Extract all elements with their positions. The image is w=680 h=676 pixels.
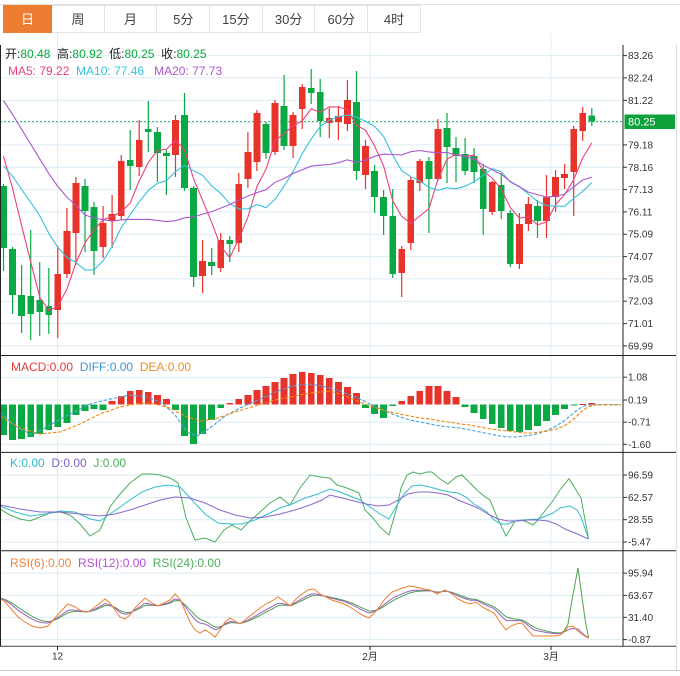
svg-text:79.18: 79.18 (628, 140, 653, 151)
svg-text:-5.47: -5.47 (628, 538, 651, 549)
svg-text:73.05: 73.05 (628, 274, 653, 285)
svg-text:80.25: 80.25 (628, 116, 656, 128)
svg-text:74.07: 74.07 (628, 252, 653, 263)
svg-text:28.55: 28.55 (628, 515, 653, 526)
svg-text:31.40: 31.40 (628, 613, 653, 624)
svg-text:83.26: 83.26 (628, 51, 653, 62)
svg-text:1.08: 1.08 (628, 373, 648, 384)
svg-text:76.11: 76.11 (628, 207, 653, 218)
svg-text:12: 12 (52, 652, 64, 663)
svg-text:78.16: 78.16 (628, 163, 653, 174)
svg-text:-0.71: -0.71 (628, 418, 651, 429)
svg-text:82.24: 82.24 (628, 73, 653, 84)
svg-text:81.22: 81.22 (628, 96, 653, 107)
svg-text:75.09: 75.09 (628, 230, 653, 241)
svg-text:72.03: 72.03 (628, 297, 653, 308)
svg-text:62.57: 62.57 (628, 493, 653, 504)
svg-text:0.19: 0.19 (628, 396, 648, 407)
svg-text:77.13: 77.13 (628, 185, 653, 196)
svg-text:2月: 2月 (362, 651, 378, 663)
svg-text:69.99: 69.99 (628, 341, 653, 352)
svg-text:95.94: 95.94 (628, 569, 653, 580)
svg-text:96.59: 96.59 (628, 471, 653, 482)
svg-text:-1.60: -1.60 (628, 440, 651, 451)
svg-text:3月: 3月 (543, 651, 559, 663)
svg-text:63.67: 63.67 (628, 591, 653, 602)
svg-text:-0.87: -0.87 (628, 635, 651, 646)
svg-text:71.01: 71.01 (628, 319, 653, 330)
